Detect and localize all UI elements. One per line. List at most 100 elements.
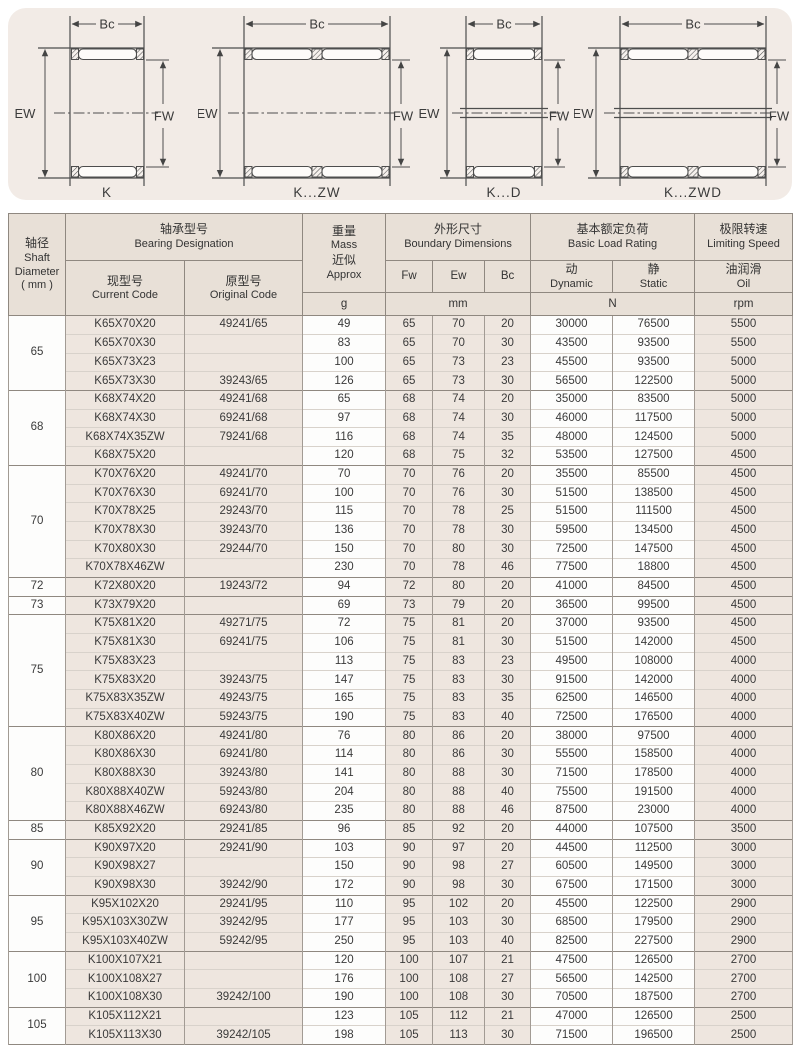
cell-current-code: K100X108X30	[65, 988, 185, 1008]
cell-bc: 35	[484, 689, 532, 709]
cell-current-code: K70X76X20	[65, 464, 185, 485]
cell-bc: 30	[484, 763, 532, 784]
header-shaft-en1: Shaft	[24, 251, 50, 264]
cell-original-code: 39242/90	[183, 875, 304, 896]
cell-fw: 65	[385, 315, 434, 335]
cell-static: 122500	[612, 371, 696, 391]
cell-current-code: K95X103X40ZW	[65, 932, 185, 952]
cell-mass: 235	[302, 801, 387, 821]
header-basic-load-rating: 基本额定负荷 Basic Load Rating	[530, 213, 696, 261]
table-row: K100X108X27 176 100 108 27 56500 142500 2700	[9, 969, 794, 989]
cell-dynamic: 30000	[530, 315, 614, 335]
cell-fw: 90	[385, 875, 434, 896]
cell-rpm: 4000	[694, 689, 794, 709]
header-bearing-en: Bearing Designation	[134, 237, 234, 250]
cell-ew: 103	[432, 932, 486, 952]
cell-bc: 23	[484, 651, 532, 671]
table-row: K90X98X27 150 90 98 27 60500 149500 3000	[9, 857, 794, 877]
bc-label: Bc	[685, 17, 701, 32]
cell-fw: 95	[385, 913, 434, 933]
cell-dynamic: 72500	[530, 539, 614, 559]
cell-shaft-diameter: 105	[8, 1006, 66, 1045]
cell-bc: 20	[484, 315, 532, 335]
cell-fw: 65	[385, 352, 434, 372]
cell-bc: 40	[484, 782, 532, 802]
cell-fw: 100	[385, 988, 434, 1008]
cell-ew: 78	[432, 502, 486, 522]
cell-bc: 27	[484, 857, 532, 877]
cell-fw: 105	[385, 1006, 434, 1026]
table-row: K65X73X30 39243/65 126 65 73 30 56500 122500 500…	[9, 371, 794, 391]
cell-dynamic: 71500	[530, 763, 614, 784]
cell-mass: 96	[302, 819, 387, 840]
cell-original-code	[183, 857, 304, 877]
cell-shaft-diameter: 75	[8, 614, 66, 727]
cell-static: 146500	[612, 689, 696, 709]
cell-static: 179500	[612, 913, 696, 933]
cell-mass: 204	[302, 782, 387, 802]
cell-original-code: 69241/68	[183, 408, 304, 428]
cell-current-code: K68X74X30	[65, 408, 185, 428]
table-row: K70X80X30 29244/70 150 70 80 30 72500 147500 450…	[9, 539, 794, 559]
cell-static: 76500	[612, 315, 696, 335]
table-row: K80X88X30 39243/80 141 80 88 30 71500 178500 400…	[9, 763, 794, 784]
cell-current-code: K65X73X30	[65, 371, 185, 391]
cell-fw: 68	[385, 408, 434, 428]
cell-rpm: 5500	[694, 315, 794, 335]
cell-fw: 68	[385, 427, 434, 447]
cell-rpm: 4000	[694, 670, 794, 690]
cell-fw: 80	[385, 726, 434, 746]
cell-bc: 23	[484, 352, 532, 372]
cell-mass: 136	[302, 520, 387, 541]
cell-original-code: 39242/95	[183, 913, 304, 933]
cell-original-code: 69243/80	[183, 801, 304, 821]
table-row: 80 K80X86X20 49241/80 76 80 86 20 38000 97500 400…	[8, 726, 794, 821]
cell-ew: 108	[432, 988, 486, 1008]
cell-static: 85500	[612, 464, 696, 485]
cell-current-code: K75X81X20	[65, 614, 185, 634]
cell-static: 147500	[612, 539, 696, 559]
header-mass: 重量 Mass 近似 Approx	[302, 212, 387, 294]
cell-bc: 35	[484, 427, 532, 447]
cell-ew: 74	[432, 408, 486, 428]
header-current-en: Current Code	[91, 289, 159, 302]
cell-static: 142000	[612, 670, 696, 690]
table-row: K68X74X30 69241/68 97 68 74 30 46000 117500 5000	[9, 408, 794, 428]
cell-current-code: K70X80X30	[65, 539, 185, 559]
cell-mass: 70	[302, 464, 387, 485]
header-static-zh: 静	[647, 262, 660, 276]
table-row: 90 K90X97X20 29241/90 103 90 97 20 44500 112500 3…	[8, 838, 794, 896]
cell-dynamic: 47000	[530, 1006, 614, 1026]
cell-original-code: 39243/70	[183, 520, 304, 541]
header-shaft-zh: 轴径	[24, 236, 49, 251]
cell-fw: 80	[385, 782, 434, 802]
cell-rpm: 4500	[694, 614, 794, 634]
cell-mass: 69	[302, 595, 387, 615]
cell-dynamic: 59500	[530, 520, 614, 541]
cell-fw: 105	[385, 1025, 434, 1045]
cell-fw: 70	[385, 558, 434, 578]
table-row: K65X73X23 100 65 73 23 45500 93500 5000	[9, 352, 794, 372]
cell-mass: 65	[302, 390, 387, 410]
cell-original-code	[183, 950, 304, 970]
header-bearing-designation: 轴承型号 Bearing Designation	[64, 213, 304, 261]
cell-static: 178500	[612, 763, 696, 784]
bc-dimension: Bc	[467, 17, 541, 32]
cell-ew: 78	[432, 558, 486, 578]
cell-current-code: K90X97X20	[65, 838, 185, 858]
cell-dynamic: 70500	[530, 988, 614, 1008]
cell-original-code: 39242/100	[183, 988, 304, 1008]
cell-mass: 250	[302, 932, 387, 952]
cell-dynamic: 60500	[530, 857, 614, 877]
cell-original-code	[183, 352, 304, 372]
cell-static: 83500	[612, 390, 696, 410]
bc-label: Bc	[496, 17, 512, 32]
cell-mass: 165	[302, 689, 387, 709]
cell-rpm: 4000	[694, 651, 794, 671]
cell-current-code: K80X88X40ZW	[65, 782, 185, 802]
cell-ew: 98	[432, 875, 486, 896]
cell-dynamic: 71500	[530, 1025, 614, 1045]
table-row: 105 K105X112X21 123 105 112 21 47000 126500 2500	[8, 1006, 794, 1045]
cell-current-code: K95X103X30ZW	[65, 913, 185, 933]
cell-rpm: 4500	[694, 595, 794, 615]
